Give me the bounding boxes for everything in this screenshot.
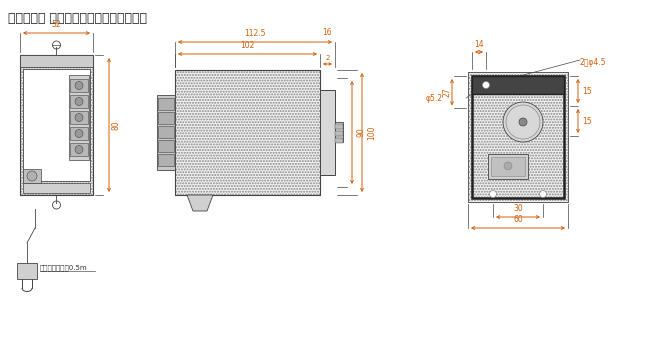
Bar xyxy=(70,79,88,92)
Bar xyxy=(175,70,320,195)
Circle shape xyxy=(75,129,83,138)
Text: φ5.2: φ5.2 xyxy=(426,93,443,102)
Bar xyxy=(157,95,175,170)
Bar xyxy=(158,154,174,166)
Circle shape xyxy=(540,190,546,197)
Bar xyxy=(70,95,88,108)
Bar xyxy=(320,90,335,175)
Circle shape xyxy=(519,118,527,126)
Text: 14: 14 xyxy=(474,40,484,49)
Text: FC: FC xyxy=(25,147,31,152)
Bar xyxy=(23,183,90,193)
Bar xyxy=(158,126,174,138)
Bar xyxy=(335,124,343,129)
Bar xyxy=(488,154,528,179)
Text: 2－φ4.5: 2－φ4.5 xyxy=(580,58,607,67)
Bar xyxy=(158,140,174,152)
Circle shape xyxy=(482,81,490,89)
Circle shape xyxy=(75,114,83,121)
Circle shape xyxy=(503,102,543,142)
Text: 100: 100 xyxy=(367,125,376,140)
Text: 2: 2 xyxy=(325,55,330,61)
Text: 52: 52 xyxy=(51,20,61,29)
Text: 台湾モータ スピードコントローラ外形図: 台湾モータ スピードコントローラ外形図 xyxy=(8,12,147,25)
Text: COM: COM xyxy=(25,83,35,88)
Text: 27: 27 xyxy=(443,87,452,97)
Polygon shape xyxy=(187,195,213,211)
Text: 112.5: 112.5 xyxy=(244,29,266,38)
Bar xyxy=(335,138,343,143)
Bar xyxy=(23,69,90,181)
Circle shape xyxy=(75,146,83,154)
Bar xyxy=(472,76,564,94)
Bar xyxy=(23,169,41,183)
Bar xyxy=(20,55,93,195)
Text: 102: 102 xyxy=(240,41,255,50)
Text: 90: 90 xyxy=(357,128,366,137)
Circle shape xyxy=(27,171,37,181)
Bar xyxy=(335,131,343,136)
Bar xyxy=(175,70,320,195)
Bar xyxy=(335,122,343,142)
Bar xyxy=(20,55,93,67)
Circle shape xyxy=(75,81,83,89)
Text: 80: 80 xyxy=(112,120,121,130)
Bar xyxy=(70,143,88,156)
Text: CCW: CCW xyxy=(25,115,35,120)
Circle shape xyxy=(75,98,83,106)
Bar xyxy=(158,98,174,110)
Circle shape xyxy=(504,162,512,170)
Text: 30: 30 xyxy=(513,204,523,213)
Bar xyxy=(468,72,568,202)
Bar xyxy=(17,263,37,279)
Text: モータケーブル0.5m: モータケーブル0.5m xyxy=(40,265,88,271)
Bar xyxy=(70,111,88,124)
Text: CW: CW xyxy=(25,99,31,104)
Bar xyxy=(491,157,525,176)
Text: 15: 15 xyxy=(582,117,592,126)
Circle shape xyxy=(490,190,496,197)
Text: 15: 15 xyxy=(582,87,592,96)
Bar xyxy=(158,112,174,124)
Bar xyxy=(472,76,564,198)
Bar xyxy=(468,72,568,202)
Bar xyxy=(70,127,88,140)
Bar xyxy=(69,75,89,160)
Text: 16: 16 xyxy=(323,28,332,37)
Text: AC: AC xyxy=(25,131,31,136)
Text: 60: 60 xyxy=(513,215,523,224)
Bar xyxy=(20,55,93,195)
